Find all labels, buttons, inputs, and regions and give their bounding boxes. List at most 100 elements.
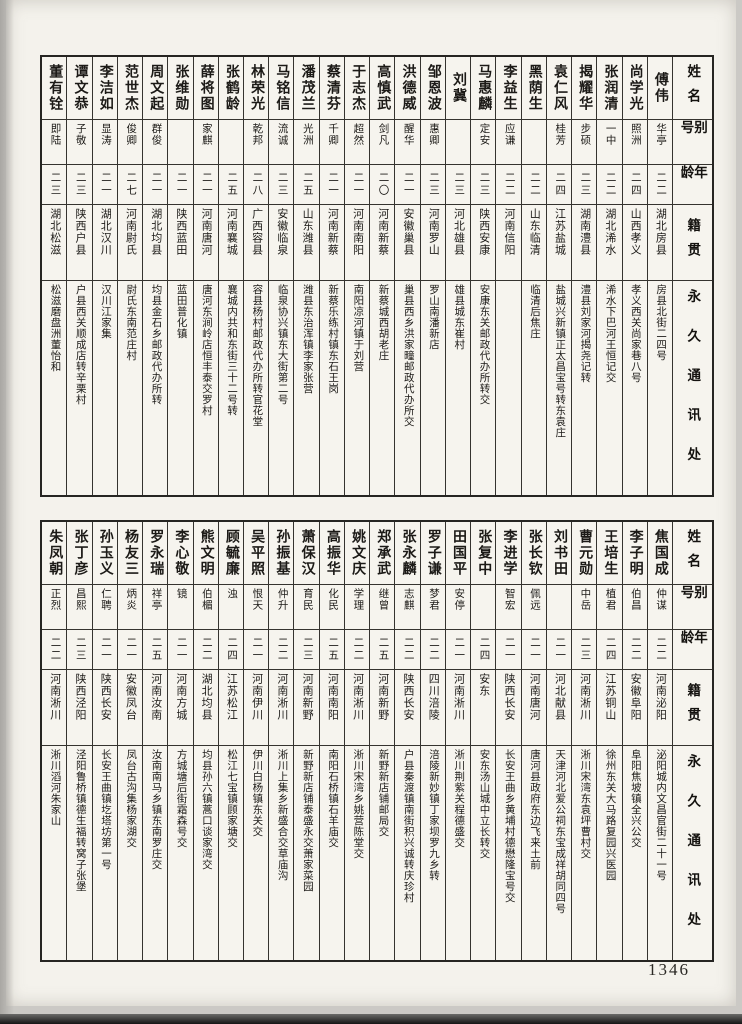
person-column: 薛将图 家麒 二一 河南唐河 唐河东涧岭店恒丰泰交罗村 [192,57,218,495]
person-name-cell: 薛将图 [194,57,218,119]
person-alias: 照洲 [629,123,641,146]
person-address: 淅川滔河朱家山 [49,749,61,826]
person-name-cell: 刘书田 [547,522,571,584]
person-native-place-cell: 安徽凤台 [117,669,143,745]
person-address: 盐城兴新镇正太昌宝号转东袁庄 [554,284,566,438]
person-native-place-cell: 河南唐河 [193,204,218,280]
header-age-label: 年龄 [678,630,708,655]
person-name-cell: 郑承武 [370,522,394,584]
person-native-place: 陕西泾阳 [73,673,86,721]
person-age-cell: 二二 [521,164,546,204]
person-address-cell: 尉氏东南范庄村 [117,280,143,495]
person-age-cell: 二二 [420,629,445,669]
person-alias: 显涛 [99,123,111,146]
person-address-cell: 汝南南马乡镇东南罗庄交 [143,745,168,960]
person-age: 二二 [604,172,616,197]
person-name: 顾毓廉 [223,529,239,577]
person-name-cell: 张鹤龄 [219,57,243,119]
person-alias-cell: 植君 [597,584,622,629]
person-age-cell: 二一 [92,164,117,204]
person-column: 傅伟 华亭 二二 湖北房县 房县北街二四号 [646,57,672,495]
person-address: 徐州东关大马路复园兴医园 [604,749,616,881]
person-native-place: 陕西长安 [502,673,515,721]
person-age: 二二 [428,637,440,662]
person-native-place-cell: 河北雄县 [445,204,471,280]
person-alias-cell [471,584,496,629]
person-name: 李洁如 [97,64,113,112]
person-alias-cell: 一中 [597,119,622,164]
person-column: 李子明 伯昌 二二 安徽阜阳 阜阳焦坡镇全兴公交 [621,522,647,960]
person-age-cell: 二二 [269,629,294,669]
person-alias: 流诚 [276,123,288,146]
person-native-place-cell: 河南新蔡 [370,204,395,280]
person-name-cell: 萧保汉 [294,522,318,584]
person-name: 潘茂兰 [299,64,315,112]
person-alias-cell: 祥亭 [143,584,168,629]
person-alias-cell: 继曾 [370,584,395,629]
person-address: 潍县东治浑镇李家张营 [301,284,313,394]
person-name-cell: 黑荫生 [522,57,546,119]
person-native-place: 安徽巢县 [402,208,415,256]
person-alias-cell: 浊 [218,584,244,629]
person-name-cell: 李益生 [496,57,520,119]
person-name-cell: 马惠麟 [471,57,495,119]
person-address-cell: 孝义西关尚家巷八号 [622,280,647,495]
person-native-place-cell: 河北献县 [546,669,572,745]
person-name-cell: 袁仁风 [547,57,571,119]
person-address: 澧县刘家河揭尧记转 [579,284,591,383]
person-address-cell: 安东汤山城中立长转交 [471,745,496,960]
person-native-place-cell: 河南汝南 [143,669,168,745]
person-address: 淅川宋湾东袁坪曹村交 [579,749,591,859]
person-address: 汉川江家集 [99,284,111,339]
person-alias-cell: 育民 [294,584,319,629]
person-name-cell: 揭耀华 [572,57,596,119]
person-age-cell: 二二 [597,164,622,204]
person-address: 天津河北爱公祠东宝成祥胡同四号 [554,749,566,914]
person-name: 张鹤龄 [223,64,239,112]
person-age-cell: 二五 [218,164,244,204]
person-native-place: 河南淅川 [275,673,288,721]
person-age-cell: 二四 [597,629,622,669]
header-alias-cell: 别号 [673,119,712,164]
person-alias-cell: 佩远 [521,584,546,629]
person-alias: 伯楣 [200,588,212,611]
person-age-cell: 二一 [521,629,546,669]
person-age-cell: 二一 [143,164,168,204]
person-address: 方城塘后街霜森号交 [175,749,187,848]
person-native-place-cell: 陕西长安 [92,669,117,745]
person-alias: 乾邦 [251,123,263,146]
person-age-cell: 二一 [445,629,471,669]
person-address-cell: 户县秦渡镇南街积兴诚转庆珍村 [395,745,420,960]
person-address-cell: 汉川江家集 [92,280,117,495]
header-alias-cell: 别号 [673,584,712,629]
person-native-place: 河南新蔡 [376,208,389,256]
person-alias: 化民 [327,588,339,611]
person-name-cell: 朱凤朝 [42,522,66,584]
person-address: 安东汤山城中立长转交 [478,749,490,859]
person-column: 洪德威 醒华 二一 安徽巢县 巢县西乡洪家疃邮政代办所交 [394,57,420,495]
header-age-cell: 年龄 [673,629,712,669]
person-native-place: 河南尉氏 [124,208,137,256]
person-native-place-cell: 安东 [471,669,496,745]
person-age-cell: 二〇 [370,164,395,204]
person-native-place-cell: 安徽阜阳 [622,669,647,745]
person-address: 松滋磨盘洲董怡和 [49,284,61,372]
person-age: 二四 [226,637,238,662]
person-native-place-cell: 河南信阳 [496,204,521,280]
person-alias-cell: 伯楣 [193,584,218,629]
person-name: 罗永瑞 [148,529,164,577]
person-age: 二三 [579,172,591,197]
person-age: 二二 [655,172,667,197]
person-alias: 学理 [352,588,364,611]
person-address-cell: 阜阳焦坡镇全兴公交 [622,745,647,960]
person-alias-cell: 俊卿 [117,119,143,164]
person-alias-cell: 昌熙 [67,584,92,629]
person-native-place-cell: 陕西户县 [67,204,92,280]
person-alias: 超然 [352,123,364,146]
person-age: 二一 [99,172,111,197]
person-age-cell: 二八 [244,164,269,204]
person-name: 吴平照 [249,529,265,577]
person-address: 房县北街二四号 [655,284,667,361]
person-address-cell: 泾阳鲁桥镇德生福转窝子张堡 [67,745,92,960]
person-alias-cell: 惠卿 [420,119,445,164]
